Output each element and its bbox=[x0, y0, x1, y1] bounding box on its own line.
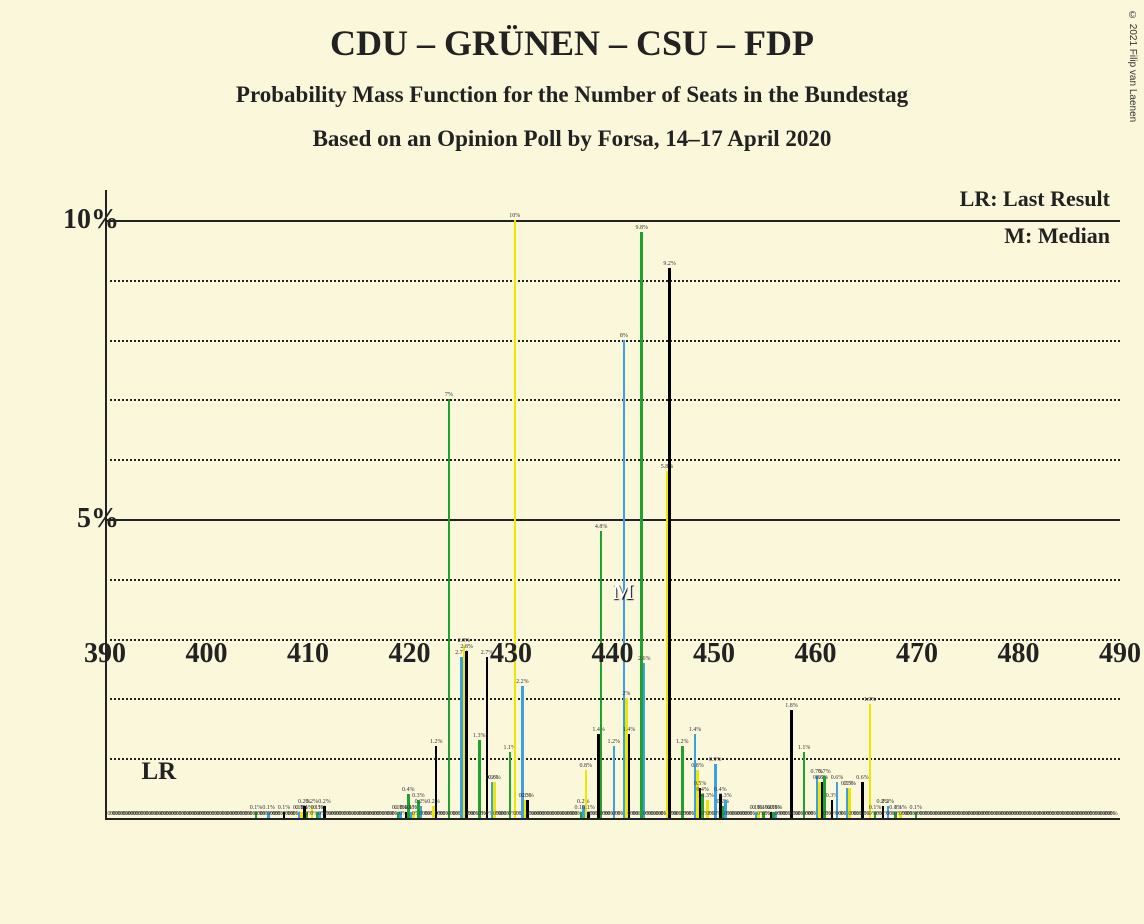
bar-value-label: 2% bbox=[622, 691, 630, 697]
bar-value-label: 8% bbox=[620, 333, 628, 339]
bar-value-label: 7% bbox=[445, 392, 453, 398]
bar-value-label: 0.3% bbox=[521, 793, 534, 799]
bar-value-label: 0.2% bbox=[415, 799, 428, 805]
gridline-minor bbox=[105, 399, 1120, 401]
bar-value-label: 9.2% bbox=[663, 261, 676, 267]
x-tick-label: 450 bbox=[693, 638, 735, 670]
bar bbox=[803, 752, 806, 818]
x-tick-label: 470 bbox=[896, 638, 938, 670]
gridline-major bbox=[105, 220, 1120, 222]
bar-value-label: 1.8% bbox=[785, 703, 798, 709]
lr-marker: LR bbox=[141, 758, 176, 786]
bar-value-label: 0.3% bbox=[701, 793, 714, 799]
bar-value-label: 5.8% bbox=[661, 464, 674, 470]
legend-m: M: Median bbox=[1004, 223, 1110, 249]
gridline-minor bbox=[105, 340, 1120, 342]
bar bbox=[435, 746, 438, 818]
bar-value-label: 1.4% bbox=[689, 727, 702, 733]
bar bbox=[448, 399, 451, 818]
bar-value-label: 1.2% bbox=[430, 739, 443, 745]
bar-value-label: 1.2% bbox=[676, 739, 689, 745]
bar bbox=[668, 268, 671, 818]
x-tick-label: 440 bbox=[592, 638, 634, 670]
bar-value-label: 0.6% bbox=[856, 775, 869, 781]
bar bbox=[486, 657, 489, 818]
x-tick-label: 490 bbox=[1099, 638, 1141, 670]
plot-area: 0%0%0%0%0%0%0%0%0%0%0%0%0%0%0%0%0%0%0%0%… bbox=[105, 190, 1120, 820]
bar-value-label: 4.8% bbox=[595, 524, 608, 530]
x-tick-label: 430 bbox=[490, 638, 532, 670]
bar-value-label: 0.3% bbox=[719, 793, 732, 799]
x-axis-line bbox=[105, 818, 1120, 820]
bar bbox=[600, 531, 603, 818]
bar-value-label: 0.6% bbox=[488, 775, 501, 781]
legend-lr: LR: Last Result bbox=[960, 186, 1110, 212]
x-tick-label: 460 bbox=[795, 638, 837, 670]
bar-value-label: 1.9% bbox=[864, 697, 877, 703]
x-tick-label: 410 bbox=[287, 638, 329, 670]
copyright-text: © 2021 Filip van Laenen bbox=[1127, 10, 1138, 122]
bar bbox=[509, 752, 512, 818]
y-tick-label: 10% bbox=[29, 204, 119, 236]
bar-value-label: 0.8% bbox=[691, 763, 704, 769]
bar-value-label: 0.9% bbox=[709, 757, 722, 763]
bar-value-label: 0.5% bbox=[843, 781, 856, 787]
bar-value-label: 10% bbox=[509, 213, 520, 219]
x-tick-label: 480 bbox=[998, 638, 1040, 670]
bar-value-label: 0.2% bbox=[717, 799, 730, 805]
x-tick-label: 420 bbox=[389, 638, 431, 670]
bar-value-label: 2.2% bbox=[516, 679, 529, 685]
bar-value-label: 0.6% bbox=[816, 775, 829, 781]
bar-value-label: 9.8% bbox=[635, 225, 648, 231]
bar-value-label: 2.6% bbox=[638, 656, 651, 662]
bar bbox=[514, 220, 517, 818]
bar-value-label: 1.2% bbox=[608, 739, 621, 745]
bar-value-label: 1.4% bbox=[592, 727, 605, 733]
bar-value-label: 1.4% bbox=[623, 727, 636, 733]
bar bbox=[465, 651, 468, 818]
bar-value-label: 0.7% bbox=[818, 769, 831, 775]
bar bbox=[643, 663, 646, 819]
median-marker: M bbox=[613, 579, 634, 605]
chart-title: CDU – GRÜNEN – CSU – FDP bbox=[0, 0, 1144, 64]
gridline-minor bbox=[105, 459, 1120, 461]
bar bbox=[628, 734, 631, 818]
x-tick-label: 400 bbox=[186, 638, 228, 670]
x-tick-label: 390 bbox=[84, 638, 126, 670]
bar bbox=[790, 710, 793, 818]
bar bbox=[478, 740, 481, 818]
gridline-minor bbox=[105, 280, 1120, 282]
bar-value-label: 2.8% bbox=[460, 644, 473, 650]
chart-subtitle2: Based on an Opinion Poll by Forsa, 14–17… bbox=[0, 126, 1144, 152]
bar-value-label: 0% bbox=[1110, 811, 1118, 817]
gridline-major bbox=[105, 519, 1120, 521]
bar bbox=[681, 746, 684, 818]
bar-value-label: 0.8% bbox=[580, 763, 593, 769]
bar-value-label: 1.1% bbox=[798, 745, 811, 751]
bar bbox=[613, 746, 616, 818]
chart-subtitle: Probability Mass Function for the Number… bbox=[0, 82, 1144, 108]
bar bbox=[869, 704, 872, 818]
bar-value-label: 0.2% bbox=[427, 799, 440, 805]
bar-value-label: 0.2% bbox=[318, 799, 331, 805]
gridline-minor bbox=[105, 698, 1120, 700]
y-tick-label: 5% bbox=[29, 503, 119, 535]
bar-value-label: 1.3% bbox=[473, 733, 486, 739]
